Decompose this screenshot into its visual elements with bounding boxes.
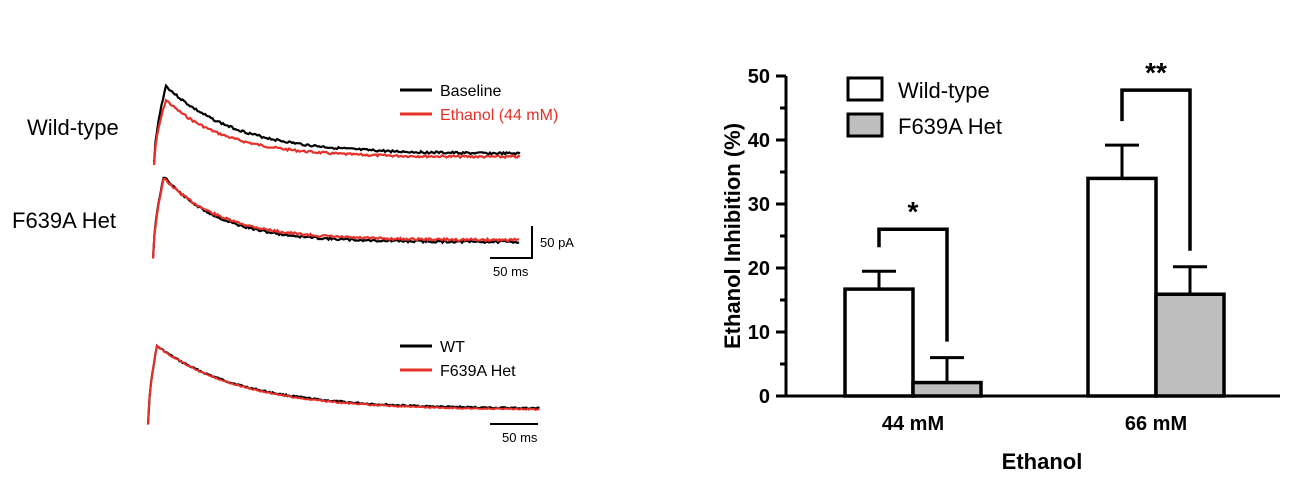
y-axis-label: Ethanol Inhibition (%)	[720, 123, 745, 349]
scalebar-time-label-top: 50 ms	[493, 264, 529, 279]
y-tick-label-40: 40	[748, 130, 770, 152]
y-tick-label-30: 30	[748, 194, 770, 216]
x-category-label-1: 66 mM	[1125, 413, 1187, 435]
scalebar-time-label-bottom: 50 ms	[502, 430, 538, 445]
bar-wildtype-1	[1086, 176, 1158, 398]
bar-f639a-0	[911, 380, 983, 398]
trace-compare-het	[147, 344, 540, 425]
y-tick-label-0: 0	[759, 386, 770, 408]
legend-label-ethanol: Ethanol (44 mM)	[440, 107, 558, 124]
bar-wildtype-0	[843, 287, 915, 398]
scalebar-top-lines	[490, 226, 533, 259]
y-tick-label-50: 50	[748, 66, 770, 88]
y-axis-ticks: 0 10 20 30 40 50	[748, 66, 786, 408]
trace-wildtype-baseline	[152, 83, 521, 165]
significance-marker-0: *	[908, 196, 919, 227]
x-category-label-0: 44 mM	[882, 413, 944, 435]
significance-bracket-1	[1120, 88, 1192, 251]
legend-label-wt: WT	[440, 339, 465, 356]
legend-label-0: Wild-type	[898, 78, 990, 103]
x-axis-label: Ethanol	[1002, 449, 1083, 474]
legend-label-baseline: Baseline	[440, 83, 501, 100]
trace-compare-wt	[146, 343, 540, 425]
bars	[843, 143, 1226, 398]
legend-swatch-0	[846, 76, 884, 102]
row-label-wild-type: Wild-type	[27, 115, 119, 140]
y-tick-label-10: 10	[748, 322, 770, 344]
traces-legend-top: Baseline Ethanol (44 mM)	[400, 83, 558, 124]
significance-marker-1: **	[1145, 57, 1167, 88]
scalebar-bottom: 50 ms	[490, 423, 538, 445]
row-label-f639a-het: F639A Het	[12, 208, 116, 233]
trace-het-baseline	[151, 176, 520, 259]
trace-het-ethanol	[151, 177, 520, 259]
scalebar-current-label: 50 pA	[540, 235, 574, 250]
x-category-labels: 44 mM 66 mM	[882, 413, 1187, 435]
traces-panel: Wild-type F639A Het Baseline Ethanol (44…	[12, 83, 574, 445]
significance-brackets: ***	[877, 57, 1192, 342]
significance-bracket-0	[877, 227, 949, 342]
traces-legend-bottom: WT F639A Het	[400, 339, 516, 380]
legend-swatch-1	[846, 112, 884, 138]
legend-label-f639a: F639A Het	[440, 363, 516, 380]
bar-f639a-1	[1154, 292, 1226, 398]
trace-wildtype-ethanol	[152, 98, 521, 166]
legend-label-1: F639A Het	[898, 114, 1002, 139]
y-tick-label-20: 20	[748, 258, 770, 280]
scalebar-top: 50 pA 50 ms	[490, 226, 574, 279]
bar-legend: Wild-type F639A Het	[846, 76, 1002, 139]
